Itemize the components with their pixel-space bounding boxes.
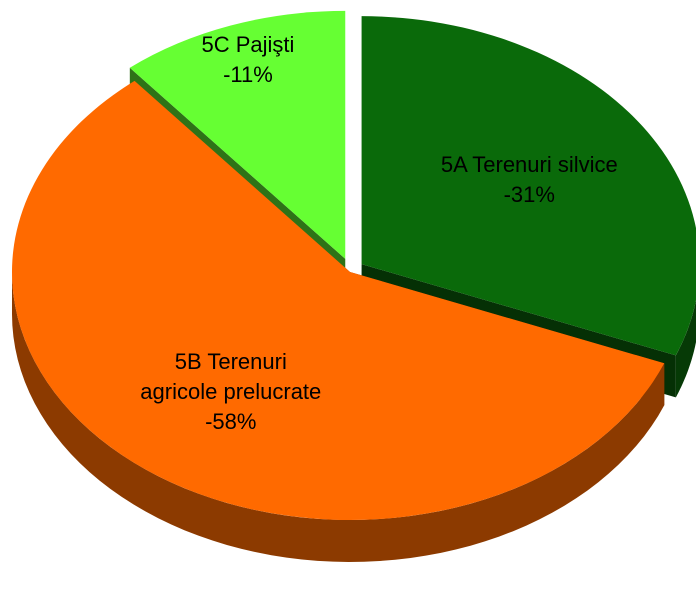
data-label: 5B Terenuri agricole prelucrate -58% (136, 347, 326, 437)
slice (11, 80, 665, 520)
value-label: -58% (205, 409, 257, 435)
slice-tops (11, 10, 696, 520)
category-label: 5C Pajişti (201, 32, 295, 58)
data-label: 5A Terenuri silvice -31% (434, 150, 624, 210)
value-label: -11% (223, 62, 273, 88)
slice-wall (12, 272, 665, 562)
category-label: 5A Terenuri silvice (440, 152, 618, 178)
slice-wall (675, 300, 696, 398)
value-label: -31% (503, 182, 555, 208)
slice (361, 16, 696, 356)
slice (129, 10, 346, 259)
data-label: 5C Pajişti -11% (153, 30, 343, 90)
category-label: 5B Terenuri agricole prelucrate (140, 349, 322, 405)
